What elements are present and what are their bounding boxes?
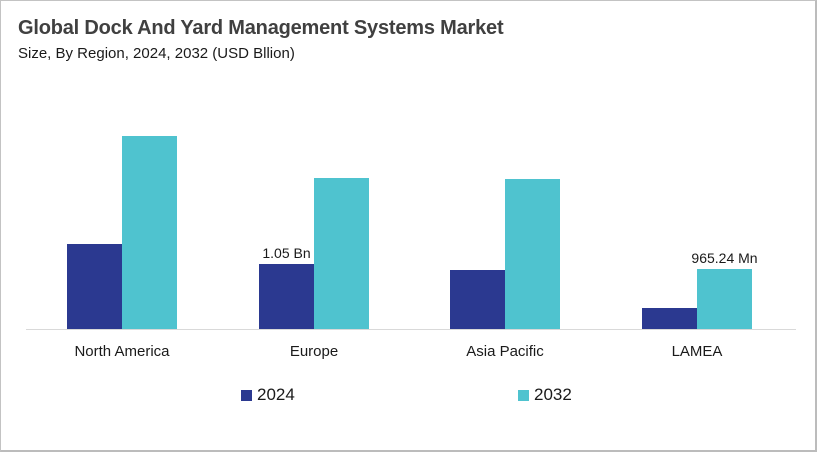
bar-north-america-2024: [67, 244, 122, 329]
bar-europe-2024: [259, 264, 314, 329]
bar-europe-2032: [314, 178, 369, 329]
bar-lamea-2032: [697, 269, 752, 329]
legend-item-2032: 2032: [518, 385, 572, 405]
x-tick-label-asia-pacific: Asia Pacific: [466, 343, 544, 360]
chart-subtitle: Size, By Region, 2024, 2032 (USD Bllion): [18, 45, 295, 62]
bar-asia-pacific-2024: [450, 270, 505, 329]
bar-north-america-2032: [122, 136, 177, 329]
legend-swatch-2032: [518, 389, 529, 401]
data-label-europe-2024: 1.05 Bn: [262, 245, 311, 261]
legend-label-2024: 2024: [257, 385, 295, 404]
legend-swatch-2024: [241, 389, 252, 401]
legend-label-2032: 2032: [534, 385, 572, 404]
bar-asia-pacific-2032: [505, 179, 560, 329]
bar-lamea-2024: [642, 308, 697, 329]
chart-title: Global Dock And Yard Management Systems …: [18, 17, 504, 39]
data-label-lamea-2032: 965.24 Mn: [691, 250, 758, 266]
x-tick-label-europe: Europe: [289, 343, 339, 360]
x-tick-label-lamea: LAMEA: [671, 343, 723, 360]
legend-item-2024: 2024: [241, 385, 295, 405]
x-axis-line: [26, 329, 796, 330]
x-tick-label-north-america: North America: [74, 343, 170, 360]
